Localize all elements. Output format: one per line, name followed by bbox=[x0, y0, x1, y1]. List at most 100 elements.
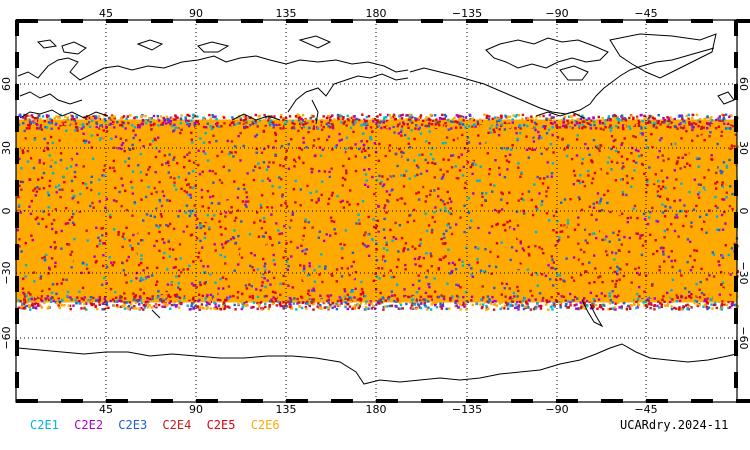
occultation-point bbox=[236, 116, 239, 120]
occultation-point bbox=[78, 127, 82, 130]
occultation-point bbox=[109, 149, 112, 152]
occultation-point bbox=[683, 165, 687, 169]
occultation-point bbox=[59, 195, 62, 199]
occultation-point bbox=[350, 147, 353, 150]
occultation-point bbox=[281, 193, 284, 196]
occultation-point bbox=[485, 116, 488, 119]
occultation-point bbox=[517, 166, 520, 169]
occultation-point bbox=[127, 307, 130, 311]
occultation-point bbox=[236, 122, 240, 125]
occultation-point bbox=[559, 230, 562, 233]
occultation-point bbox=[709, 298, 713, 302]
occultation-point bbox=[707, 267, 710, 270]
occultation-point bbox=[417, 117, 420, 120]
occultation-point bbox=[23, 195, 26, 198]
occultation-point bbox=[708, 135, 711, 138]
occultation-point bbox=[570, 180, 573, 183]
occultation-point bbox=[50, 222, 54, 226]
occultation-point bbox=[577, 196, 581, 199]
occultation-point bbox=[296, 154, 300, 157]
occultation-point bbox=[105, 301, 108, 304]
occultation-point bbox=[85, 302, 88, 305]
occultation-point bbox=[365, 127, 368, 130]
occultation-point bbox=[472, 118, 476, 122]
occultation-point bbox=[669, 300, 672, 304]
occultation-point bbox=[199, 222, 202, 225]
occultation-point bbox=[119, 305, 122, 308]
occultation-point bbox=[188, 298, 191, 302]
occultation-point bbox=[596, 192, 600, 195]
occultation-point bbox=[650, 303, 653, 306]
occultation-point bbox=[282, 256, 285, 259]
occultation-point bbox=[82, 132, 85, 135]
occultation-point bbox=[18, 245, 21, 248]
occultation-point bbox=[683, 175, 687, 178]
occultation-point bbox=[529, 289, 532, 293]
occultation-point bbox=[238, 124, 241, 127]
occultation-point bbox=[300, 117, 303, 121]
occultation-point bbox=[393, 294, 397, 297]
occultation-point bbox=[686, 151, 689, 155]
occultation-point bbox=[474, 163, 477, 166]
occultation-point bbox=[570, 157, 574, 161]
occultation-point bbox=[396, 164, 399, 168]
occultation-point bbox=[22, 222, 25, 225]
occultation-point bbox=[551, 162, 555, 165]
occultation-point bbox=[291, 211, 295, 214]
occultation-point bbox=[573, 114, 576, 117]
occultation-point bbox=[710, 303, 713, 306]
occultation-point bbox=[185, 119, 188, 123]
occultation-point bbox=[84, 182, 88, 186]
occultation-point bbox=[690, 215, 693, 218]
occultation-point bbox=[127, 304, 131, 308]
occultation-point bbox=[465, 246, 468, 250]
occultation-point bbox=[705, 187, 708, 190]
occultation-point bbox=[562, 279, 565, 282]
occultation-point bbox=[42, 187, 46, 190]
occultation-point bbox=[261, 179, 264, 183]
occultation-point bbox=[306, 302, 309, 305]
occultation-point bbox=[264, 231, 267, 234]
occultation-point bbox=[503, 142, 506, 146]
occultation-point bbox=[712, 253, 716, 256]
occultation-point bbox=[338, 145, 341, 149]
occultation-point bbox=[642, 212, 646, 216]
occultation-point bbox=[717, 125, 721, 128]
occultation-point bbox=[452, 138, 455, 142]
occultation-point bbox=[548, 219, 551, 222]
occultation-point bbox=[120, 177, 123, 180]
occultation-point bbox=[693, 178, 697, 181]
occultation-point bbox=[386, 227, 389, 230]
occultation-point bbox=[203, 232, 207, 235]
occultation-point bbox=[103, 118, 107, 121]
occultation-point bbox=[625, 193, 628, 197]
occultation-point bbox=[163, 305, 167, 309]
occultation-point bbox=[157, 146, 160, 149]
occultation-point bbox=[346, 267, 349, 270]
occultation-point bbox=[567, 115, 571, 118]
occultation-point bbox=[656, 190, 660, 193]
occultation-point bbox=[124, 273, 127, 277]
occultation-point bbox=[142, 145, 145, 148]
occultation-point bbox=[672, 299, 675, 302]
occultation-point bbox=[131, 192, 135, 195]
occultation-point bbox=[344, 229, 348, 232]
occultation-point bbox=[290, 255, 293, 258]
occultation-point bbox=[214, 127, 218, 130]
bottom-lon-label: 45 bbox=[99, 403, 113, 416]
occultation-point bbox=[177, 215, 180, 218]
occultation-point bbox=[725, 303, 729, 307]
occultation-point bbox=[491, 296, 494, 299]
occultation-point bbox=[187, 183, 190, 186]
occultation-point bbox=[183, 246, 187, 250]
occultation-point bbox=[666, 302, 670, 305]
occultation-point bbox=[479, 236, 482, 239]
occultation-point bbox=[359, 175, 362, 179]
occultation-point bbox=[552, 261, 555, 264]
occultation-point bbox=[388, 193, 391, 196]
occultation-point bbox=[220, 233, 223, 236]
occultation-point bbox=[517, 199, 520, 202]
occultation-point bbox=[198, 281, 202, 284]
occultation-point bbox=[34, 218, 38, 221]
occultation-point bbox=[711, 175, 715, 178]
